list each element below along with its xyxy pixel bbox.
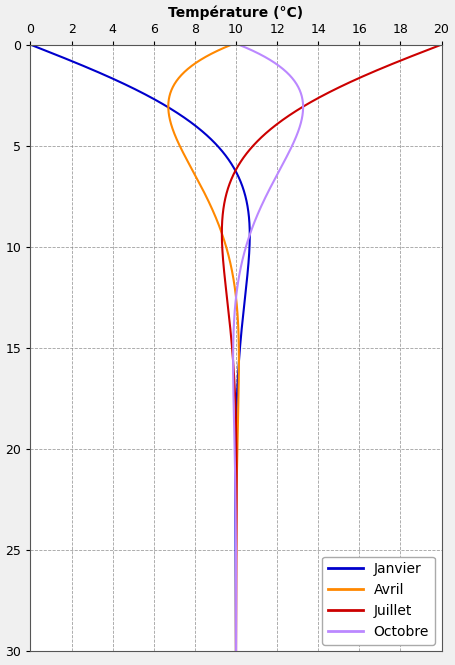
Octobre	[236, 41, 241, 49]
Avril	[167, 92, 172, 100]
Octobre	[299, 92, 304, 100]
Janvier	[233, 505, 238, 513]
Juillet	[234, 533, 239, 541]
Avril	[229, 41, 234, 49]
X-axis label: Température (°C): Température (°C)	[168, 5, 303, 20]
Avril	[233, 533, 239, 541]
Avril	[233, 505, 239, 513]
Line: Juillet: Juillet	[222, 45, 441, 665]
Janvier	[28, 41, 33, 49]
Juillet	[439, 41, 444, 49]
Octobre	[233, 533, 238, 541]
Juillet	[319, 92, 324, 100]
Janvier	[233, 533, 238, 541]
Janvier	[146, 92, 152, 100]
Octobre	[233, 505, 238, 513]
Line: Janvier: Janvier	[30, 45, 250, 665]
Line: Avril: Avril	[168, 45, 239, 665]
Line: Octobre: Octobre	[233, 45, 303, 665]
Juillet	[234, 505, 239, 513]
Legend: Janvier, Avril, Juillet, Octobre: Janvier, Avril, Juillet, Octobre	[322, 557, 435, 644]
